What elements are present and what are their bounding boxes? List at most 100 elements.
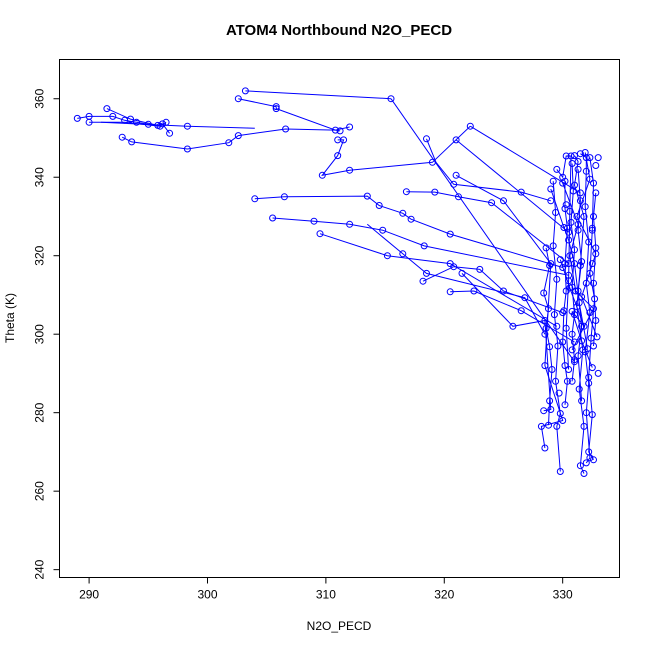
data-point-38 [346, 123, 354, 131]
data-point-200 [590, 279, 597, 287]
y-axis: 240 260 280 300 320 340 360 [33, 88, 60, 580]
series-line-27 [562, 181, 568, 405]
data-point-59 [452, 136, 460, 144]
data-point-182 [582, 459, 590, 467]
data-point-192 [586, 175, 594, 183]
data-point-153 [574, 165, 582, 173]
data-point-152 [574, 158, 582, 165]
data-point-51 [423, 269, 430, 277]
data-point-123 [565, 228, 573, 236]
data-point-181 [582, 409, 590, 417]
data-point-108 [559, 417, 567, 424]
data-point-113 [561, 177, 569, 185]
series-line-13 [272, 217, 569, 276]
data-point-74 [540, 407, 548, 415]
series-layer [77, 90, 598, 474]
data-point-168 [578, 337, 586, 345]
data-point-40 [375, 202, 383, 209]
data-point-53 [431, 188, 439, 196]
data-point-68 [500, 287, 507, 295]
data-point-122 [563, 377, 571, 385]
data-point-8 [128, 138, 136, 146]
data-point-72 [521, 294, 529, 302]
data-point-100 [553, 422, 561, 430]
data-point-41 [379, 226, 387, 234]
data-point-136 [568, 330, 576, 338]
data-point-146 [571, 338, 578, 346]
series-line-6 [238, 98, 350, 131]
data-point-207 [592, 250, 600, 258]
data-point-4 [109, 112, 117, 120]
data-point-175 [581, 203, 589, 211]
series-line-26 [543, 247, 553, 426]
data-point-169 [578, 293, 586, 301]
data-point-78 [541, 444, 549, 452]
data-point-42 [383, 252, 391, 260]
data-point-57 [450, 180, 458, 188]
y-tick-label-340: 340 [33, 167, 47, 187]
data-point-167 [578, 397, 586, 405]
data-point-97 [553, 165, 561, 173]
data-point-56 [446, 288, 454, 296]
y-axis-label: Theta (K) [3, 293, 17, 343]
data-point-118 [562, 152, 570, 160]
data-point-16 [183, 145, 191, 153]
data-point-112 [560, 224, 568, 231]
data-point-80 [542, 244, 550, 252]
data-point-31 [331, 126, 339, 134]
data-point-81 [542, 324, 550, 332]
series-line-23 [580, 153, 591, 464]
data-point-134 [568, 160, 576, 167]
series-line-2 [106, 108, 170, 134]
data-point-82 [545, 305, 552, 313]
series-line-18 [366, 223, 546, 335]
data-point-131 [566, 252, 574, 260]
data-point-12 [156, 122, 164, 130]
series-line-32 [559, 259, 593, 368]
data-point-145 [571, 356, 578, 364]
data-point-166 [578, 322, 586, 330]
data-point-98 [553, 275, 561, 283]
data-point-171 [580, 213, 588, 220]
data-point-29 [316, 230, 324, 238]
x-tick-label-330: 330 [553, 588, 573, 602]
series-line-19 [455, 174, 564, 449]
data-point-102 [556, 410, 564, 417]
data-point-101 [554, 342, 562, 350]
data-point-103 [556, 468, 564, 475]
data-point-83 [545, 421, 552, 429]
data-point-39 [363, 192, 371, 200]
data-point-10 [144, 120, 152, 128]
series-line-16 [422, 266, 563, 314]
data-point-95 [552, 209, 560, 216]
data-point-155 [574, 287, 582, 295]
data-point-23 [269, 214, 277, 222]
data-point-85 [546, 343, 554, 351]
data-point-111 [560, 307, 568, 315]
data-point-77 [541, 362, 549, 370]
data-point-69 [509, 322, 517, 330]
series-line-4 [100, 121, 255, 129]
data-point-212 [588, 224, 596, 232]
data-point-191 [586, 269, 594, 277]
data-point-62 [458, 269, 466, 277]
data-point-14 [162, 118, 170, 126]
data-point-208 [593, 333, 601, 341]
data-point-25 [272, 105, 280, 113]
data-point-161 [576, 262, 584, 269]
data-point-172 [580, 422, 588, 430]
data-point-61 [455, 193, 462, 201]
data-point-19 [234, 132, 242, 140]
data-point-9 [133, 118, 140, 126]
data-point-48 [419, 277, 427, 285]
data-point-151 [573, 213, 581, 220]
data-point-116 [561, 362, 569, 370]
data-point-46 [402, 188, 410, 196]
series-line-10 [470, 125, 581, 194]
y-tick-label-240: 240 [33, 559, 47, 579]
data-point-87 [547, 197, 555, 205]
data-point-90 [547, 185, 555, 193]
data-point-88 [547, 260, 555, 268]
y-tick-label-300: 300 [33, 324, 47, 344]
series-line-29 [577, 169, 583, 401]
